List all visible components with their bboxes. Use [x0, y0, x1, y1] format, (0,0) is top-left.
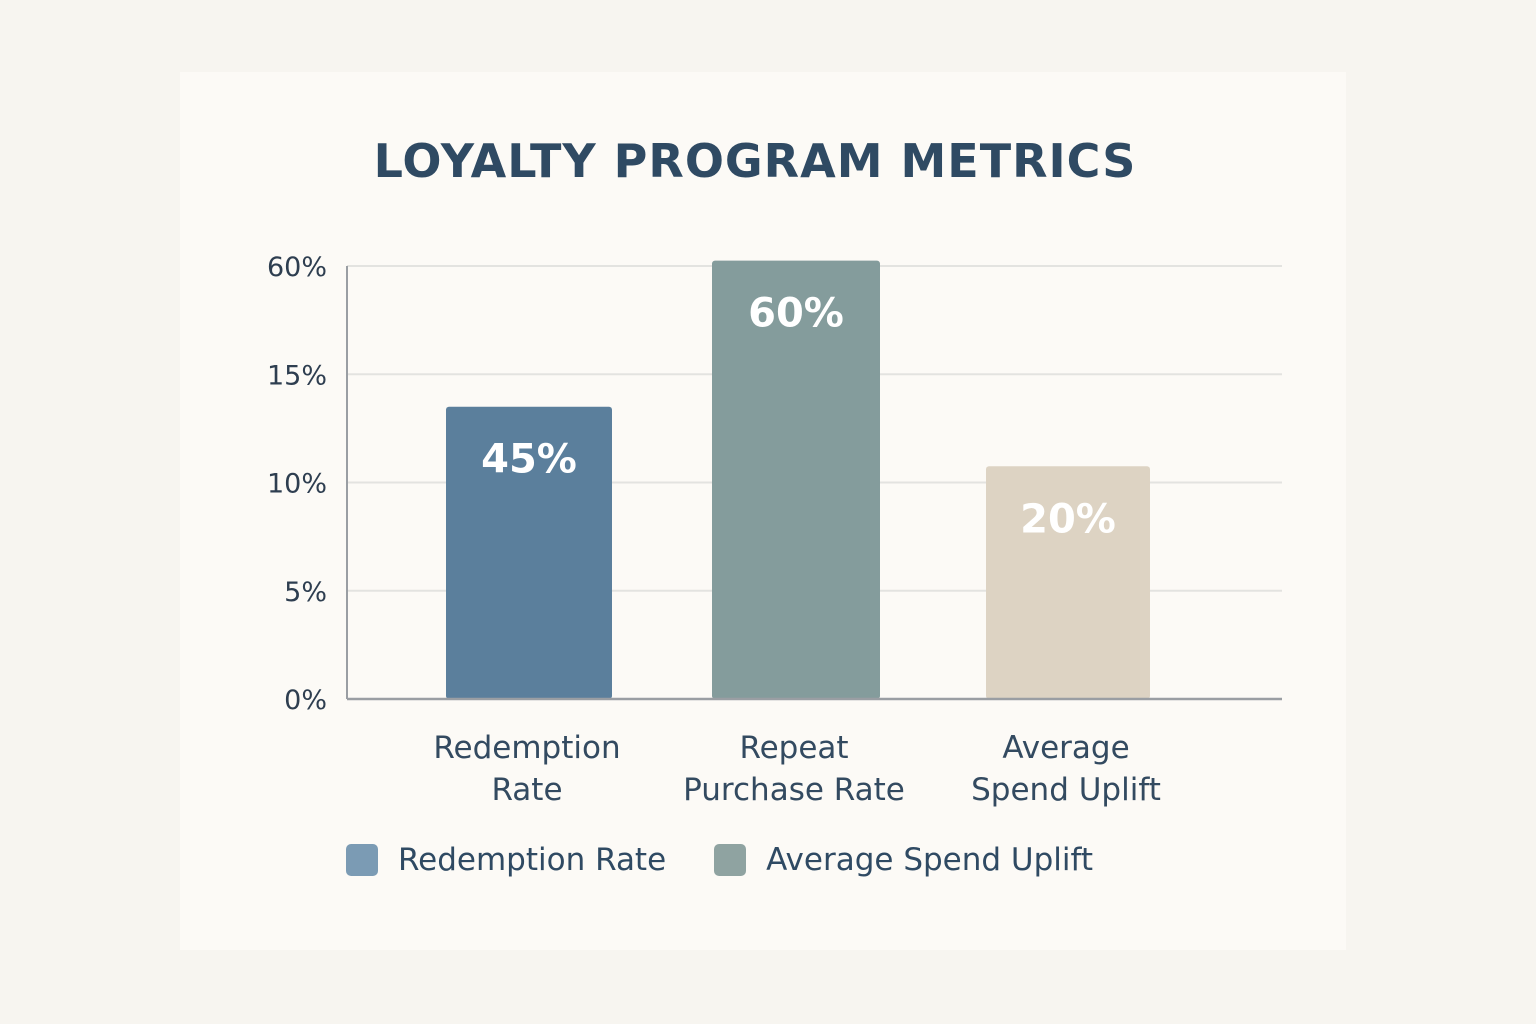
y-tick-label: 10%	[267, 469, 327, 500]
bar-3[interactable]	[986, 466, 1150, 699]
legend-label: Average Spend Uplift	[766, 842, 1094, 878]
chart-title: LOYALTY PROGRAM METRICS	[373, 134, 1137, 188]
x-category-label: Rate	[491, 772, 562, 808]
bar-value-label: 45%	[481, 437, 577, 483]
legend-item-average-spend-uplift[interactable]: Average Spend Uplift	[714, 842, 1093, 878]
x-category-label: Average	[1002, 730, 1129, 766]
y-tick-label: 0%	[284, 685, 327, 716]
bar-1[interactable]	[446, 406, 612, 699]
bar-2[interactable]	[712, 260, 880, 699]
bar-value-label: 20%	[1020, 496, 1116, 542]
y-tick-label: 15%	[267, 360, 327, 391]
y-tick-label: 5%	[284, 577, 327, 608]
x-category-label: Repeat	[739, 730, 848, 766]
bar-value-label: 60%	[748, 291, 844, 337]
x-category-label: Spend Uplift	[971, 772, 1161, 808]
legend-swatch-average-spend-uplift	[714, 844, 747, 876]
legend: Redemption Rate Average Spend Uplift	[346, 842, 1141, 878]
x-category-label: Redemption	[433, 730, 620, 766]
y-tick-label: 60%	[267, 252, 327, 283]
x-category-label: Purchase Rate	[683, 772, 905, 808]
legend-swatch-redemption-rate	[346, 844, 378, 876]
legend-label: Redemption Rate	[398, 842, 667, 878]
legend-item-redemption-rate[interactable]: Redemption Rate	[346, 842, 666, 878]
